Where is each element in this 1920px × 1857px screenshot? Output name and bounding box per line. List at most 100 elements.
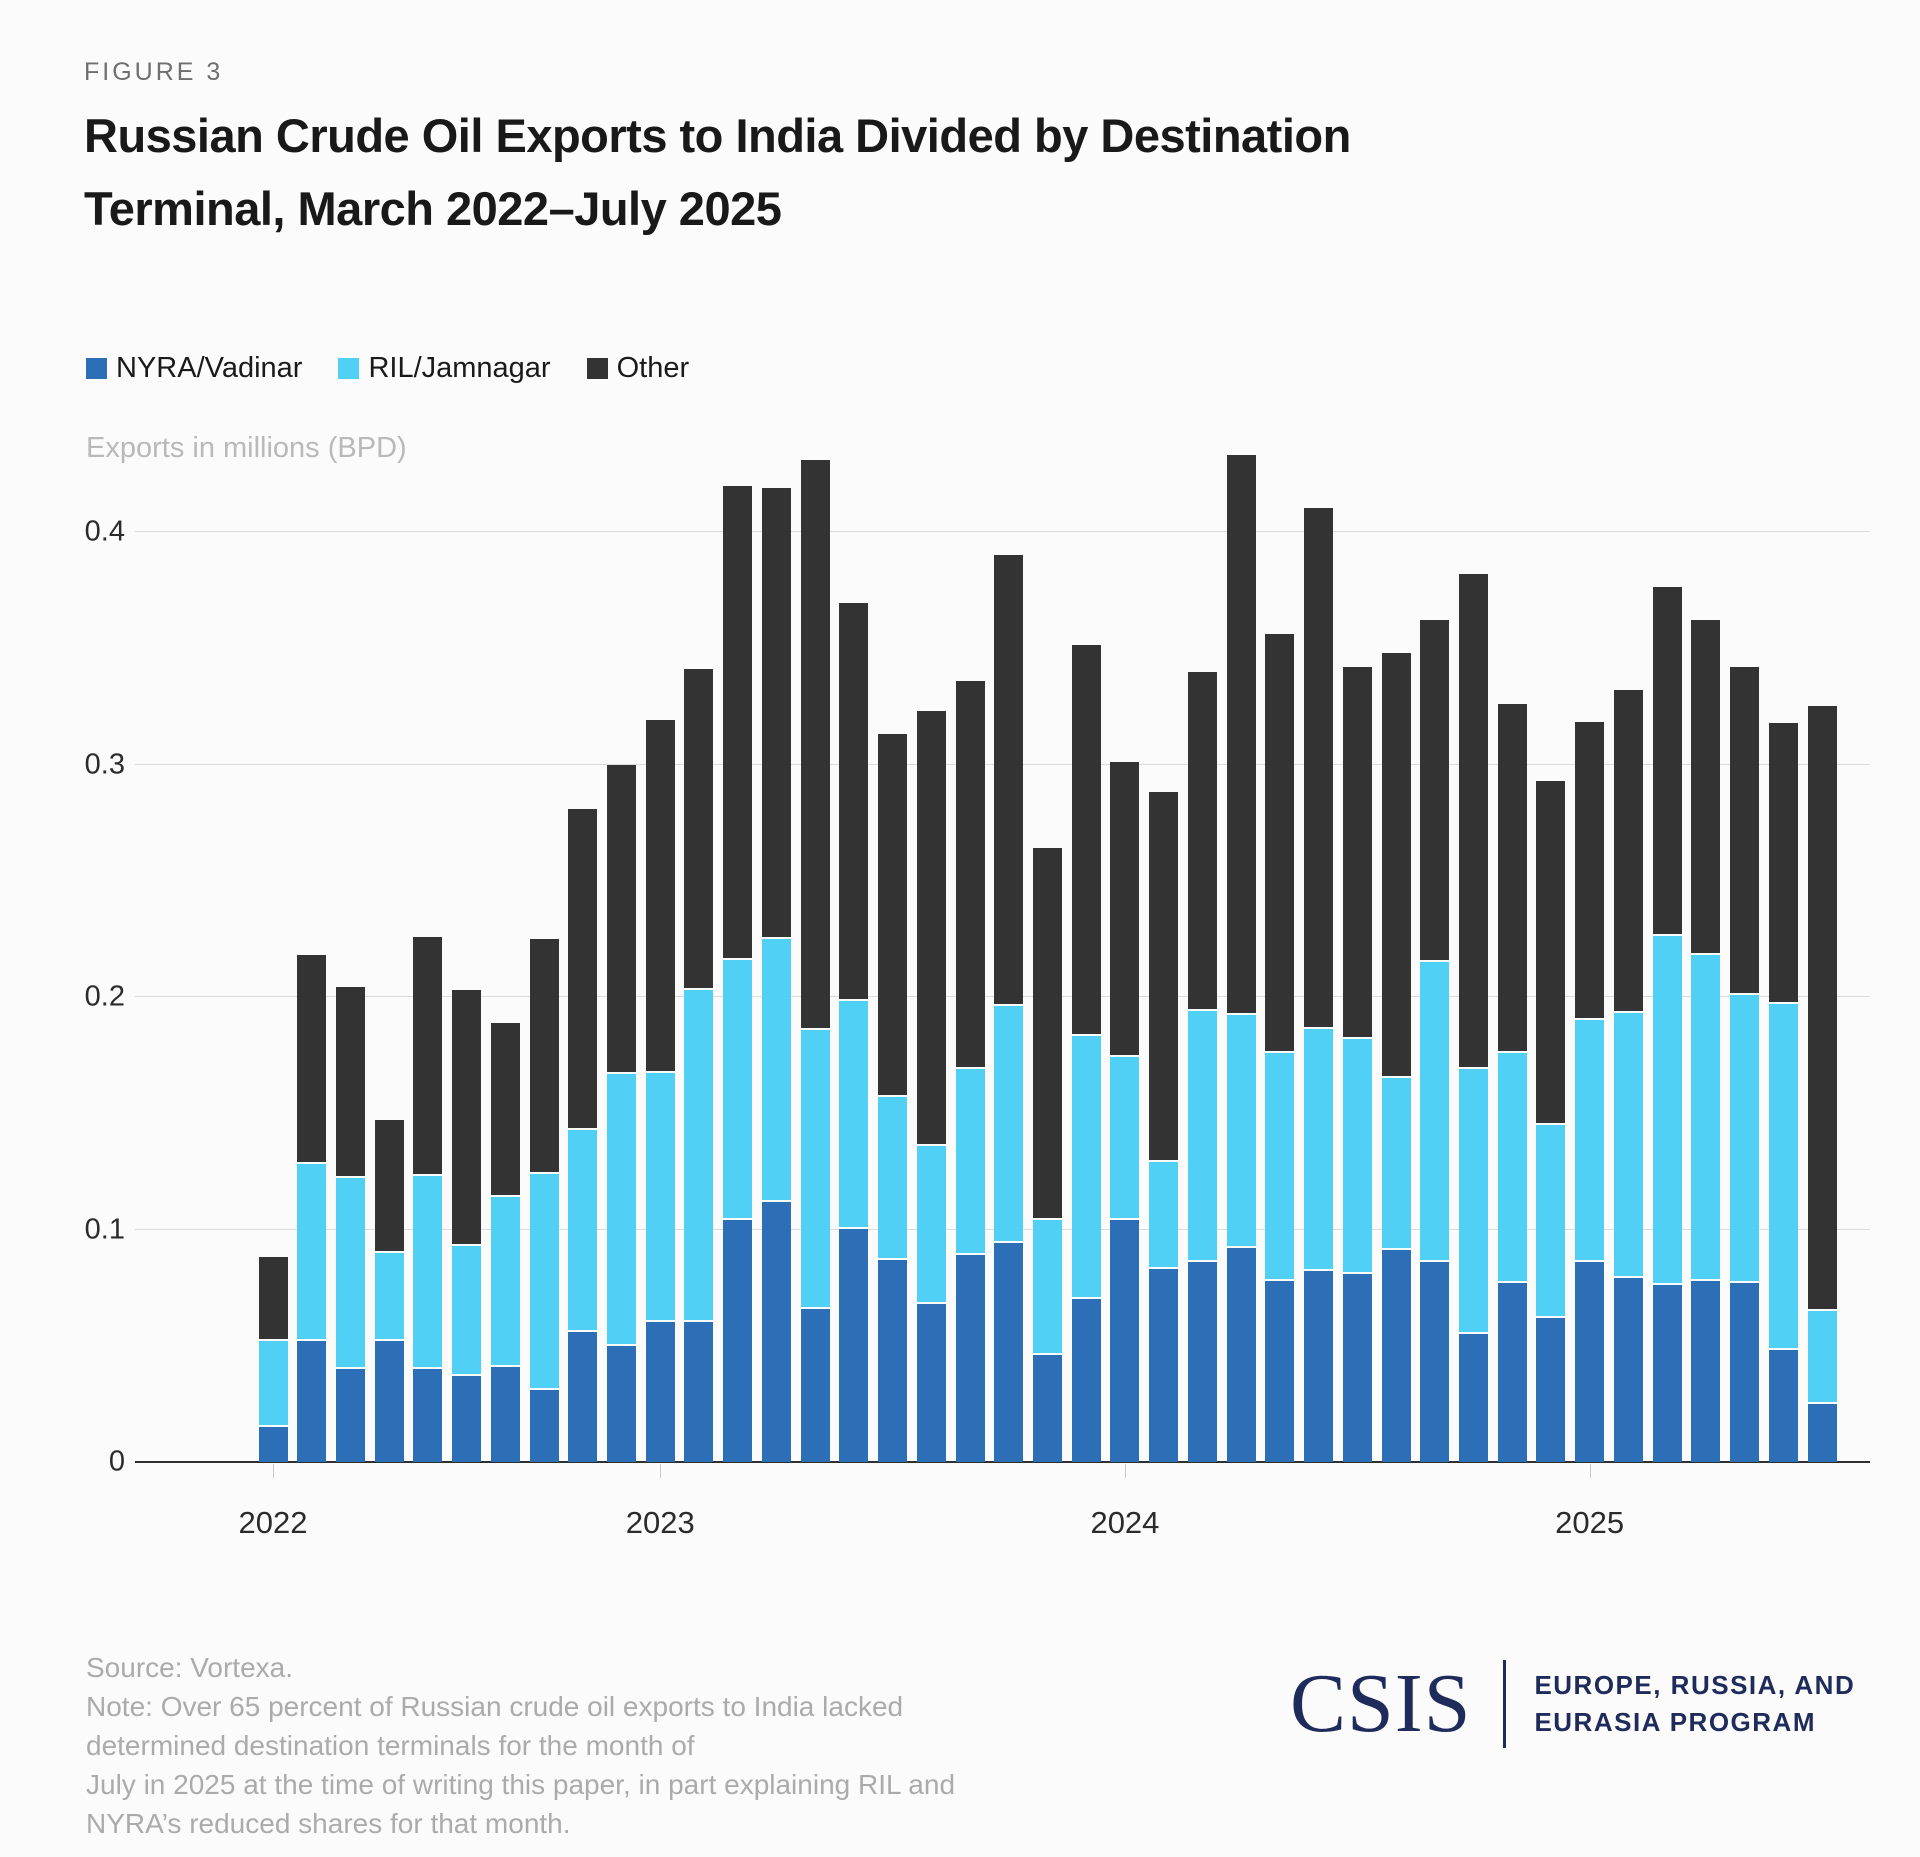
segment-nyra-jan-2025 <box>1575 1262 1605 1462</box>
bar-feb-2025 <box>1613 690 1643 1462</box>
segment-ril-apr-2025 <box>1691 955 1721 1281</box>
segment-other-jun-2023 <box>839 603 869 1001</box>
segment-other-mar-2023 <box>723 486 753 960</box>
segment-ril-apr-2022 <box>297 1164 327 1341</box>
segment-other-nov-2023 <box>1033 848 1062 1220</box>
segment-ril-sep-2023 <box>955 1069 985 1255</box>
segment-ril-dec-2022 <box>607 1074 637 1346</box>
segment-other-dec-2023 <box>1071 645 1101 1036</box>
segment-nyra-jul-2023 <box>878 1260 908 1462</box>
bar-aug-2022 <box>452 990 482 1462</box>
segment-nyra-nov-2024 <box>1497 1283 1527 1462</box>
segment-ril-jan-2024 <box>1110 1057 1140 1220</box>
segment-other-apr-2022 <box>297 955 327 1164</box>
segment-ril-aug-2023 <box>916 1146 946 1304</box>
segment-ril-nov-2024 <box>1497 1053 1527 1283</box>
segment-nyra-sep-2023 <box>955 1255 985 1462</box>
segment-ril-mar-2023 <box>723 960 753 1220</box>
segment-nyra-mar-2023 <box>723 1220 753 1462</box>
segment-other-mar-2024 <box>1187 672 1217 1011</box>
legend-swatch-icon <box>586 358 608 379</box>
bar-jul-2025 <box>1807 706 1837 1462</box>
bar-jun-2024 <box>1304 508 1334 1462</box>
segment-nyra-apr-2025 <box>1691 1281 1721 1462</box>
x-axis-line <box>135 1461 1870 1463</box>
bar-may-2024 <box>1265 634 1295 1462</box>
segment-nyra-apr-2022 <box>297 1341 327 1462</box>
segment-nyra-jun-2025 <box>1768 1350 1798 1462</box>
bar-dec-2023 <box>1071 645 1101 1462</box>
note-line-2: determined destination terminals for the… <box>86 1730 695 1761</box>
segment-ril-dec-2024 <box>1536 1125 1566 1318</box>
bar-oct-2024 <box>1458 574 1488 1462</box>
segment-other-oct-2022 <box>529 939 559 1174</box>
segment-other-sep-2022 <box>490 1023 520 1197</box>
x-tick-label-2023: 2023 <box>625 1505 695 1540</box>
segment-other-jan-2025 <box>1575 722 1605 1020</box>
segment-ril-jul-2022 <box>413 1176 443 1369</box>
bar-aug-2023 <box>916 711 946 1462</box>
x-tick-mark-2024 <box>1124 1464 1126 1478</box>
segment-ril-sep-2022 <box>490 1197 520 1367</box>
segment-other-apr-2023 <box>761 488 791 939</box>
segment-ril-jan-2025 <box>1575 1020 1605 1262</box>
segment-nyra-mar-2025 <box>1652 1285 1682 1462</box>
segment-nyra-mar-2024 <box>1187 1262 1217 1462</box>
segment-nyra-may-2022 <box>335 1369 365 1462</box>
segment-other-may-2025 <box>1730 667 1760 995</box>
segment-nyra-aug-2022 <box>452 1376 482 1462</box>
legend-item-other: Other <box>586 352 690 385</box>
bar-mar-2023 <box>723 486 753 1462</box>
legend: NYRA/Vadinar RIL/Jamnagar Other <box>86 352 689 385</box>
bar-apr-2024 <box>1226 455 1256 1462</box>
bar-sep-2023 <box>955 681 985 1462</box>
bar-aug-2024 <box>1381 653 1411 1462</box>
segment-nyra-jul-2025 <box>1807 1404 1837 1462</box>
bar-jun-2022 <box>374 1120 404 1462</box>
bar-sep-2022 <box>490 1023 520 1462</box>
segment-other-jun-2022 <box>374 1120 404 1253</box>
segment-nyra-jun-2023 <box>839 1229 869 1462</box>
segment-ril-may-2024 <box>1265 1053 1295 1281</box>
legend-label: Other <box>616 352 690 384</box>
note-line-4: NYRA’s reduced shares for that month. <box>86 1808 571 1839</box>
segment-other-apr-2025 <box>1691 620 1721 955</box>
bar-jan-2025 <box>1575 722 1605 1462</box>
segment-other-jul-2025 <box>1807 706 1837 1311</box>
bar-jul-2024 <box>1342 667 1372 1462</box>
segment-other-dec-2022 <box>607 765 637 1074</box>
y-tick-label-0: 0 <box>108 1445 125 1478</box>
segment-ril-jun-2024 <box>1304 1029 1334 1271</box>
segment-nyra-oct-2023 <box>994 1243 1024 1462</box>
source-note: Source: Vortexa. <box>86 1652 294 1683</box>
bar-feb-2024 <box>1149 792 1179 1462</box>
segment-ril-may-2023 <box>800 1030 830 1309</box>
segment-nyra-feb-2023 <box>684 1322 714 1462</box>
figure-number-label: FIGURE 3 <box>84 58 224 86</box>
bar-nov-2022 <box>568 809 598 1462</box>
legend-label: RIL/Jamnagar <box>368 352 551 384</box>
gridline-0.4 <box>135 531 1870 532</box>
logo-program-line2: EURASIA PROGRAM <box>1534 1707 1816 1737</box>
segment-ril-oct-2022 <box>529 1174 559 1390</box>
bar-jul-2023 <box>878 734 908 1462</box>
bar-nov-2024 <box>1497 704 1527 1462</box>
logo-program-name: EUROPE, RUSSIA, AND EURASIA PROGRAM <box>1534 1667 1855 1741</box>
segment-ril-jul-2024 <box>1342 1039 1372 1274</box>
x-tick-mark-2025 <box>1589 1464 1591 1478</box>
y-tick-label-0.1: 0.1 <box>84 1213 125 1245</box>
segment-ril-dec-2023 <box>1071 1036 1101 1299</box>
bar-may-2025 <box>1730 667 1760 1462</box>
segment-ril-feb-2025 <box>1613 1013 1643 1278</box>
segment-other-jul-2023 <box>878 734 908 1097</box>
legend-swatch-icon <box>86 358 107 379</box>
x-tick-label-2024: 2024 <box>1090 1505 1160 1540</box>
segment-nyra-jul-2024 <box>1342 1274 1372 1462</box>
bar-oct-2022 <box>529 939 559 1462</box>
segment-other-feb-2024 <box>1149 792 1179 1162</box>
segment-nyra-oct-2024 <box>1458 1334 1488 1462</box>
x-tick-label-2022: 2022 <box>238 1505 308 1540</box>
segment-nyra-sep-2024 <box>1420 1262 1450 1462</box>
segment-other-may-2024 <box>1265 634 1295 1053</box>
